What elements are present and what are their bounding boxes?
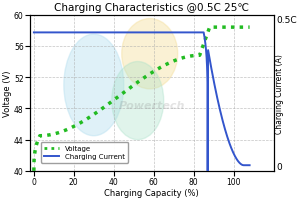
Y-axis label: Voltage (V): Voltage (V) — [4, 70, 13, 116]
Ellipse shape — [64, 35, 124, 136]
Ellipse shape — [112, 62, 164, 140]
Y-axis label: Charging Current (A): Charging Current (A) — [275, 54, 284, 133]
Text: Powertech: Powertech — [118, 101, 185, 111]
Ellipse shape — [122, 19, 178, 89]
Text: 0.5C: 0.5C — [276, 16, 297, 25]
Text: 0: 0 — [276, 162, 282, 171]
X-axis label: Charging Capacity (%): Charging Capacity (%) — [104, 188, 199, 197]
Legend: Voltage, Charging Current: Voltage, Charging Current — [40, 142, 128, 163]
Title: Charging Characteristics @0.5C 25℃: Charging Characteristics @0.5C 25℃ — [54, 3, 249, 13]
